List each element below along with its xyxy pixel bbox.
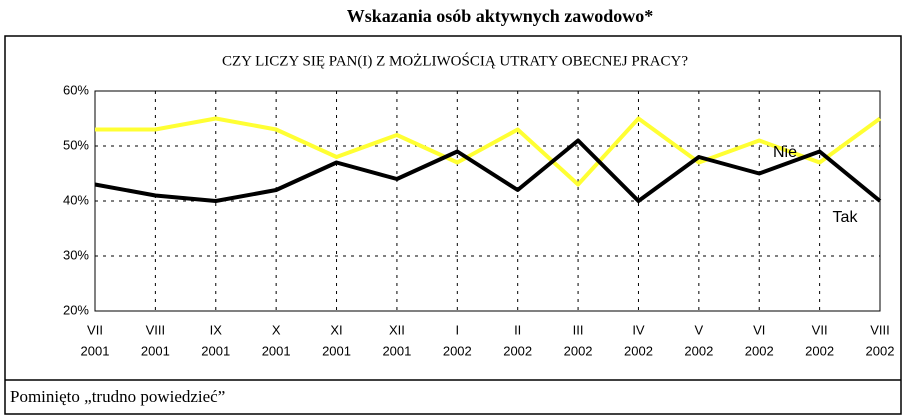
- x-tick-label: II: [514, 322, 521, 337]
- x-tick-label: 2002: [745, 343, 774, 358]
- x-tick-label: IV: [632, 322, 645, 337]
- series-label: Nie: [773, 144, 797, 161]
- x-tick-label: 2002: [443, 343, 472, 358]
- frame: [4, 35, 902, 415]
- x-tick-label: 2002: [684, 343, 713, 358]
- x-tick-label: 2001: [81, 343, 110, 358]
- x-tick-label: III: [573, 322, 584, 337]
- note: Pominięto „trudno powiedzieć”: [10, 387, 225, 406]
- x-tick-label: VI: [753, 322, 765, 337]
- x-tick-label: VIII: [870, 322, 890, 337]
- x-tick-label: 2001: [262, 343, 291, 358]
- x-tick-label: X: [272, 322, 281, 337]
- series-label: Tak: [833, 209, 859, 226]
- x-tick-label: 2002: [866, 343, 895, 358]
- chart-subtitle: CZY LICZY SIĘ PAN(I) Z MOŻLIWOŚCIĄ UTRAT…: [222, 52, 688, 69]
- x-tick-label: 2001: [201, 343, 230, 358]
- y-tick-label: 50%: [63, 137, 89, 152]
- x-tick-label: XII: [389, 322, 405, 337]
- x-tick-label: 2001: [141, 343, 170, 358]
- x-tick-label: V: [695, 322, 704, 337]
- chart-title: Wskazania osób aktywnych zawodowo*: [347, 6, 654, 26]
- x-tick-label: 2002: [503, 343, 532, 358]
- x-tick-label: I: [455, 322, 459, 337]
- y-tick-label: 20%: [63, 302, 89, 317]
- x-tick-label: XI: [330, 322, 342, 337]
- x-tick-label: 2001: [382, 343, 411, 358]
- y-tick-label: 60%: [63, 82, 89, 97]
- y-tick-label: 40%: [63, 192, 89, 207]
- x-tick-label: IX: [210, 322, 223, 337]
- x-tick-label: VIII: [146, 322, 166, 337]
- x-tick-label: 2002: [564, 343, 593, 358]
- line-series: [94, 138, 882, 203]
- x-tick-label: VII: [812, 322, 828, 337]
- x-tick-label: 2002: [624, 343, 653, 358]
- x-tick-label: VII: [87, 322, 103, 337]
- y-tick-label: 30%: [63, 247, 89, 262]
- x-tick-label: 2002: [805, 343, 834, 358]
- line-series: [95, 116, 882, 187]
- x-tick-label: 2001: [322, 343, 351, 358]
